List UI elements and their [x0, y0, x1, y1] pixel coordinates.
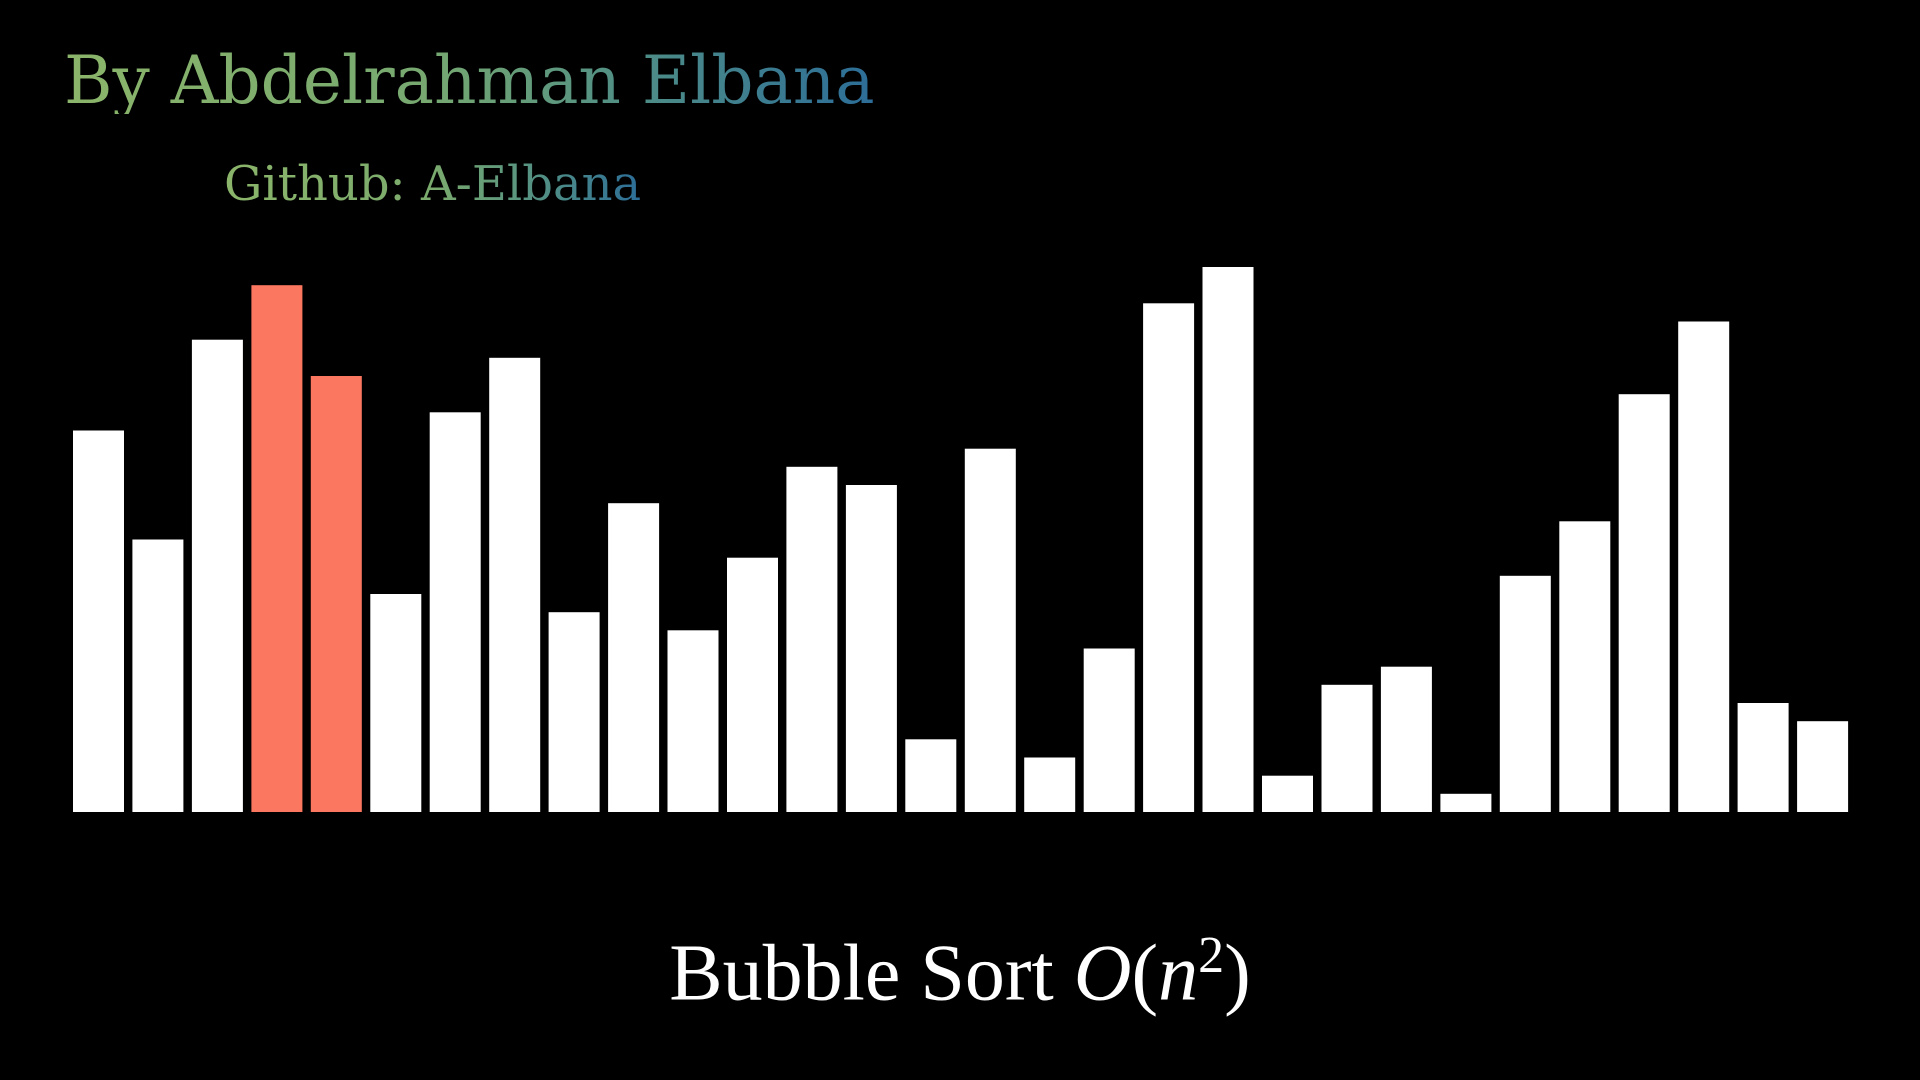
bar-25	[1559, 521, 1611, 812]
bar-7	[489, 357, 541, 812]
author-credit: By Abdelrahman Elbana	[64, 42, 875, 119]
bar-16	[1024, 757, 1076, 812]
bar-1	[132, 539, 184, 812]
complexity-close-paren: )	[1224, 929, 1251, 1018]
bar-15	[964, 448, 1016, 812]
bar-26	[1618, 394, 1670, 812]
bar-23	[1440, 793, 1492, 812]
bar-29	[1797, 721, 1849, 812]
bar-0	[73, 430, 124, 812]
complexity-open-paren: (	[1131, 929, 1159, 1018]
bar-28	[1737, 703, 1789, 812]
bar-19	[1202, 267, 1254, 812]
bar-6	[429, 412, 481, 812]
bar-17	[1083, 648, 1135, 812]
bar-24	[1499, 575, 1551, 812]
bar-13	[845, 485, 897, 812]
bar-compared-4	[310, 376, 362, 812]
bar-9	[608, 503, 660, 812]
algorithm-caption: Bubble Sort O(n2)	[0, 930, 1920, 1014]
complexity-n: n	[1158, 929, 1199, 1018]
bar-2	[191, 339, 243, 812]
bar-10	[667, 630, 719, 812]
bar-11	[727, 557, 778, 812]
bar-21	[1321, 684, 1373, 812]
bar-compared-3	[251, 285, 303, 812]
bar-22	[1380, 666, 1432, 812]
bar-12	[786, 466, 838, 812]
complexity-exponent: 2	[1198, 927, 1225, 984]
complexity-o: O	[1073, 929, 1132, 1018]
bar-14	[905, 739, 957, 812]
algorithm-name: Bubble Sort	[669, 929, 1054, 1018]
bar-20	[1262, 775, 1313, 812]
bar-18	[1143, 303, 1195, 812]
bar-8	[548, 612, 600, 812]
github-credit: Github: A-Elbana	[224, 156, 642, 212]
bar-5	[370, 594, 422, 812]
bar-27	[1678, 321, 1730, 812]
